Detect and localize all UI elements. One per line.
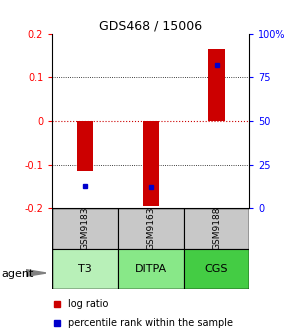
Polygon shape xyxy=(26,269,46,276)
Bar xyxy=(52,249,118,289)
Title: GDS468 / 15006: GDS468 / 15006 xyxy=(99,19,202,33)
Bar xyxy=(77,121,93,171)
Text: GSM9188: GSM9188 xyxy=(212,207,221,250)
Bar xyxy=(52,208,118,249)
Text: DITPA: DITPA xyxy=(135,264,167,274)
Text: GSM9183: GSM9183 xyxy=(81,207,90,250)
Text: percentile rank within the sample: percentile rank within the sample xyxy=(68,318,233,328)
Bar xyxy=(184,208,249,249)
Text: GSM9163: GSM9163 xyxy=(146,207,155,250)
Text: agent: agent xyxy=(1,269,34,279)
Bar xyxy=(184,249,249,289)
Text: T3: T3 xyxy=(78,264,92,274)
Bar xyxy=(118,249,184,289)
Text: log ratio: log ratio xyxy=(68,299,108,308)
Bar xyxy=(118,208,184,249)
Text: CGS: CGS xyxy=(205,264,228,274)
Bar xyxy=(208,49,225,121)
Bar xyxy=(143,121,159,206)
